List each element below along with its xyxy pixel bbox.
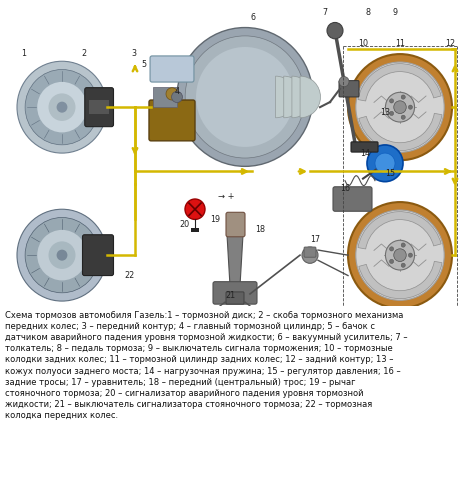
Circle shape xyxy=(185,199,205,220)
Circle shape xyxy=(48,242,75,269)
Circle shape xyxy=(385,240,415,270)
FancyBboxPatch shape xyxy=(304,247,316,257)
Text: 6: 6 xyxy=(250,13,255,22)
Text: 2: 2 xyxy=(82,49,87,57)
FancyBboxPatch shape xyxy=(82,235,113,276)
Circle shape xyxy=(327,22,343,39)
Wedge shape xyxy=(300,76,320,118)
Circle shape xyxy=(408,105,412,109)
Text: 4: 4 xyxy=(174,87,180,96)
Circle shape xyxy=(17,61,107,153)
Wedge shape xyxy=(359,261,442,299)
Circle shape xyxy=(348,54,452,160)
Circle shape xyxy=(196,47,294,147)
Text: Схема тормозов автомобиля Газель:1 – тормозной диск; 2 – скоба тормозного механи: Схема тормозов автомобиля Газель:1 – тор… xyxy=(5,311,407,420)
Circle shape xyxy=(390,247,394,251)
Wedge shape xyxy=(358,211,441,249)
Text: → +: → + xyxy=(218,192,235,202)
Circle shape xyxy=(401,263,405,267)
Circle shape xyxy=(390,111,394,116)
Text: 11: 11 xyxy=(395,39,405,49)
Text: 16: 16 xyxy=(340,184,350,193)
Circle shape xyxy=(390,99,394,103)
Circle shape xyxy=(356,62,444,152)
Circle shape xyxy=(37,230,87,280)
Circle shape xyxy=(56,250,67,260)
Circle shape xyxy=(17,209,107,301)
Wedge shape xyxy=(292,76,312,118)
Bar xyxy=(153,87,177,107)
Text: 15: 15 xyxy=(385,169,395,178)
Circle shape xyxy=(390,259,394,263)
Text: 9: 9 xyxy=(392,8,398,17)
Circle shape xyxy=(25,69,99,145)
Circle shape xyxy=(401,115,405,120)
Circle shape xyxy=(166,88,178,100)
Polygon shape xyxy=(227,235,243,286)
Wedge shape xyxy=(275,76,296,118)
Text: 1: 1 xyxy=(21,49,27,57)
Circle shape xyxy=(356,210,444,300)
Bar xyxy=(191,227,199,232)
Circle shape xyxy=(348,202,452,308)
Text: 10: 10 xyxy=(358,39,368,49)
Circle shape xyxy=(375,153,395,174)
Circle shape xyxy=(408,253,412,257)
Circle shape xyxy=(25,218,99,293)
Circle shape xyxy=(172,91,182,103)
FancyBboxPatch shape xyxy=(150,56,194,82)
Text: 7: 7 xyxy=(322,8,328,17)
Circle shape xyxy=(185,36,305,158)
Circle shape xyxy=(367,145,403,182)
Text: 13: 13 xyxy=(380,108,390,117)
Circle shape xyxy=(385,92,415,122)
Circle shape xyxy=(401,243,405,247)
Text: 22: 22 xyxy=(125,271,135,280)
FancyBboxPatch shape xyxy=(339,81,359,97)
Wedge shape xyxy=(284,76,304,118)
Text: 12: 12 xyxy=(445,39,455,49)
FancyBboxPatch shape xyxy=(85,87,113,127)
FancyBboxPatch shape xyxy=(351,142,378,152)
Bar xyxy=(89,100,109,114)
Text: 5: 5 xyxy=(141,60,146,69)
Circle shape xyxy=(56,102,67,113)
Text: 17: 17 xyxy=(310,235,320,244)
Text: 3: 3 xyxy=(131,49,137,57)
Text: 14: 14 xyxy=(360,149,370,157)
FancyBboxPatch shape xyxy=(213,282,257,304)
Circle shape xyxy=(401,95,405,99)
Text: 20: 20 xyxy=(179,220,189,229)
Text: 18: 18 xyxy=(255,225,265,234)
FancyBboxPatch shape xyxy=(226,292,244,304)
Circle shape xyxy=(48,93,75,121)
FancyBboxPatch shape xyxy=(149,100,195,141)
Text: 19: 19 xyxy=(210,215,220,224)
Circle shape xyxy=(339,76,349,87)
Wedge shape xyxy=(359,113,442,151)
Circle shape xyxy=(37,82,87,132)
Text: 21: 21 xyxy=(225,292,235,300)
Circle shape xyxy=(394,101,406,114)
FancyBboxPatch shape xyxy=(333,187,372,211)
Circle shape xyxy=(302,247,318,263)
Wedge shape xyxy=(358,64,441,101)
Circle shape xyxy=(394,249,406,261)
Circle shape xyxy=(177,28,313,166)
FancyBboxPatch shape xyxy=(226,212,245,237)
Text: 8: 8 xyxy=(365,8,371,17)
